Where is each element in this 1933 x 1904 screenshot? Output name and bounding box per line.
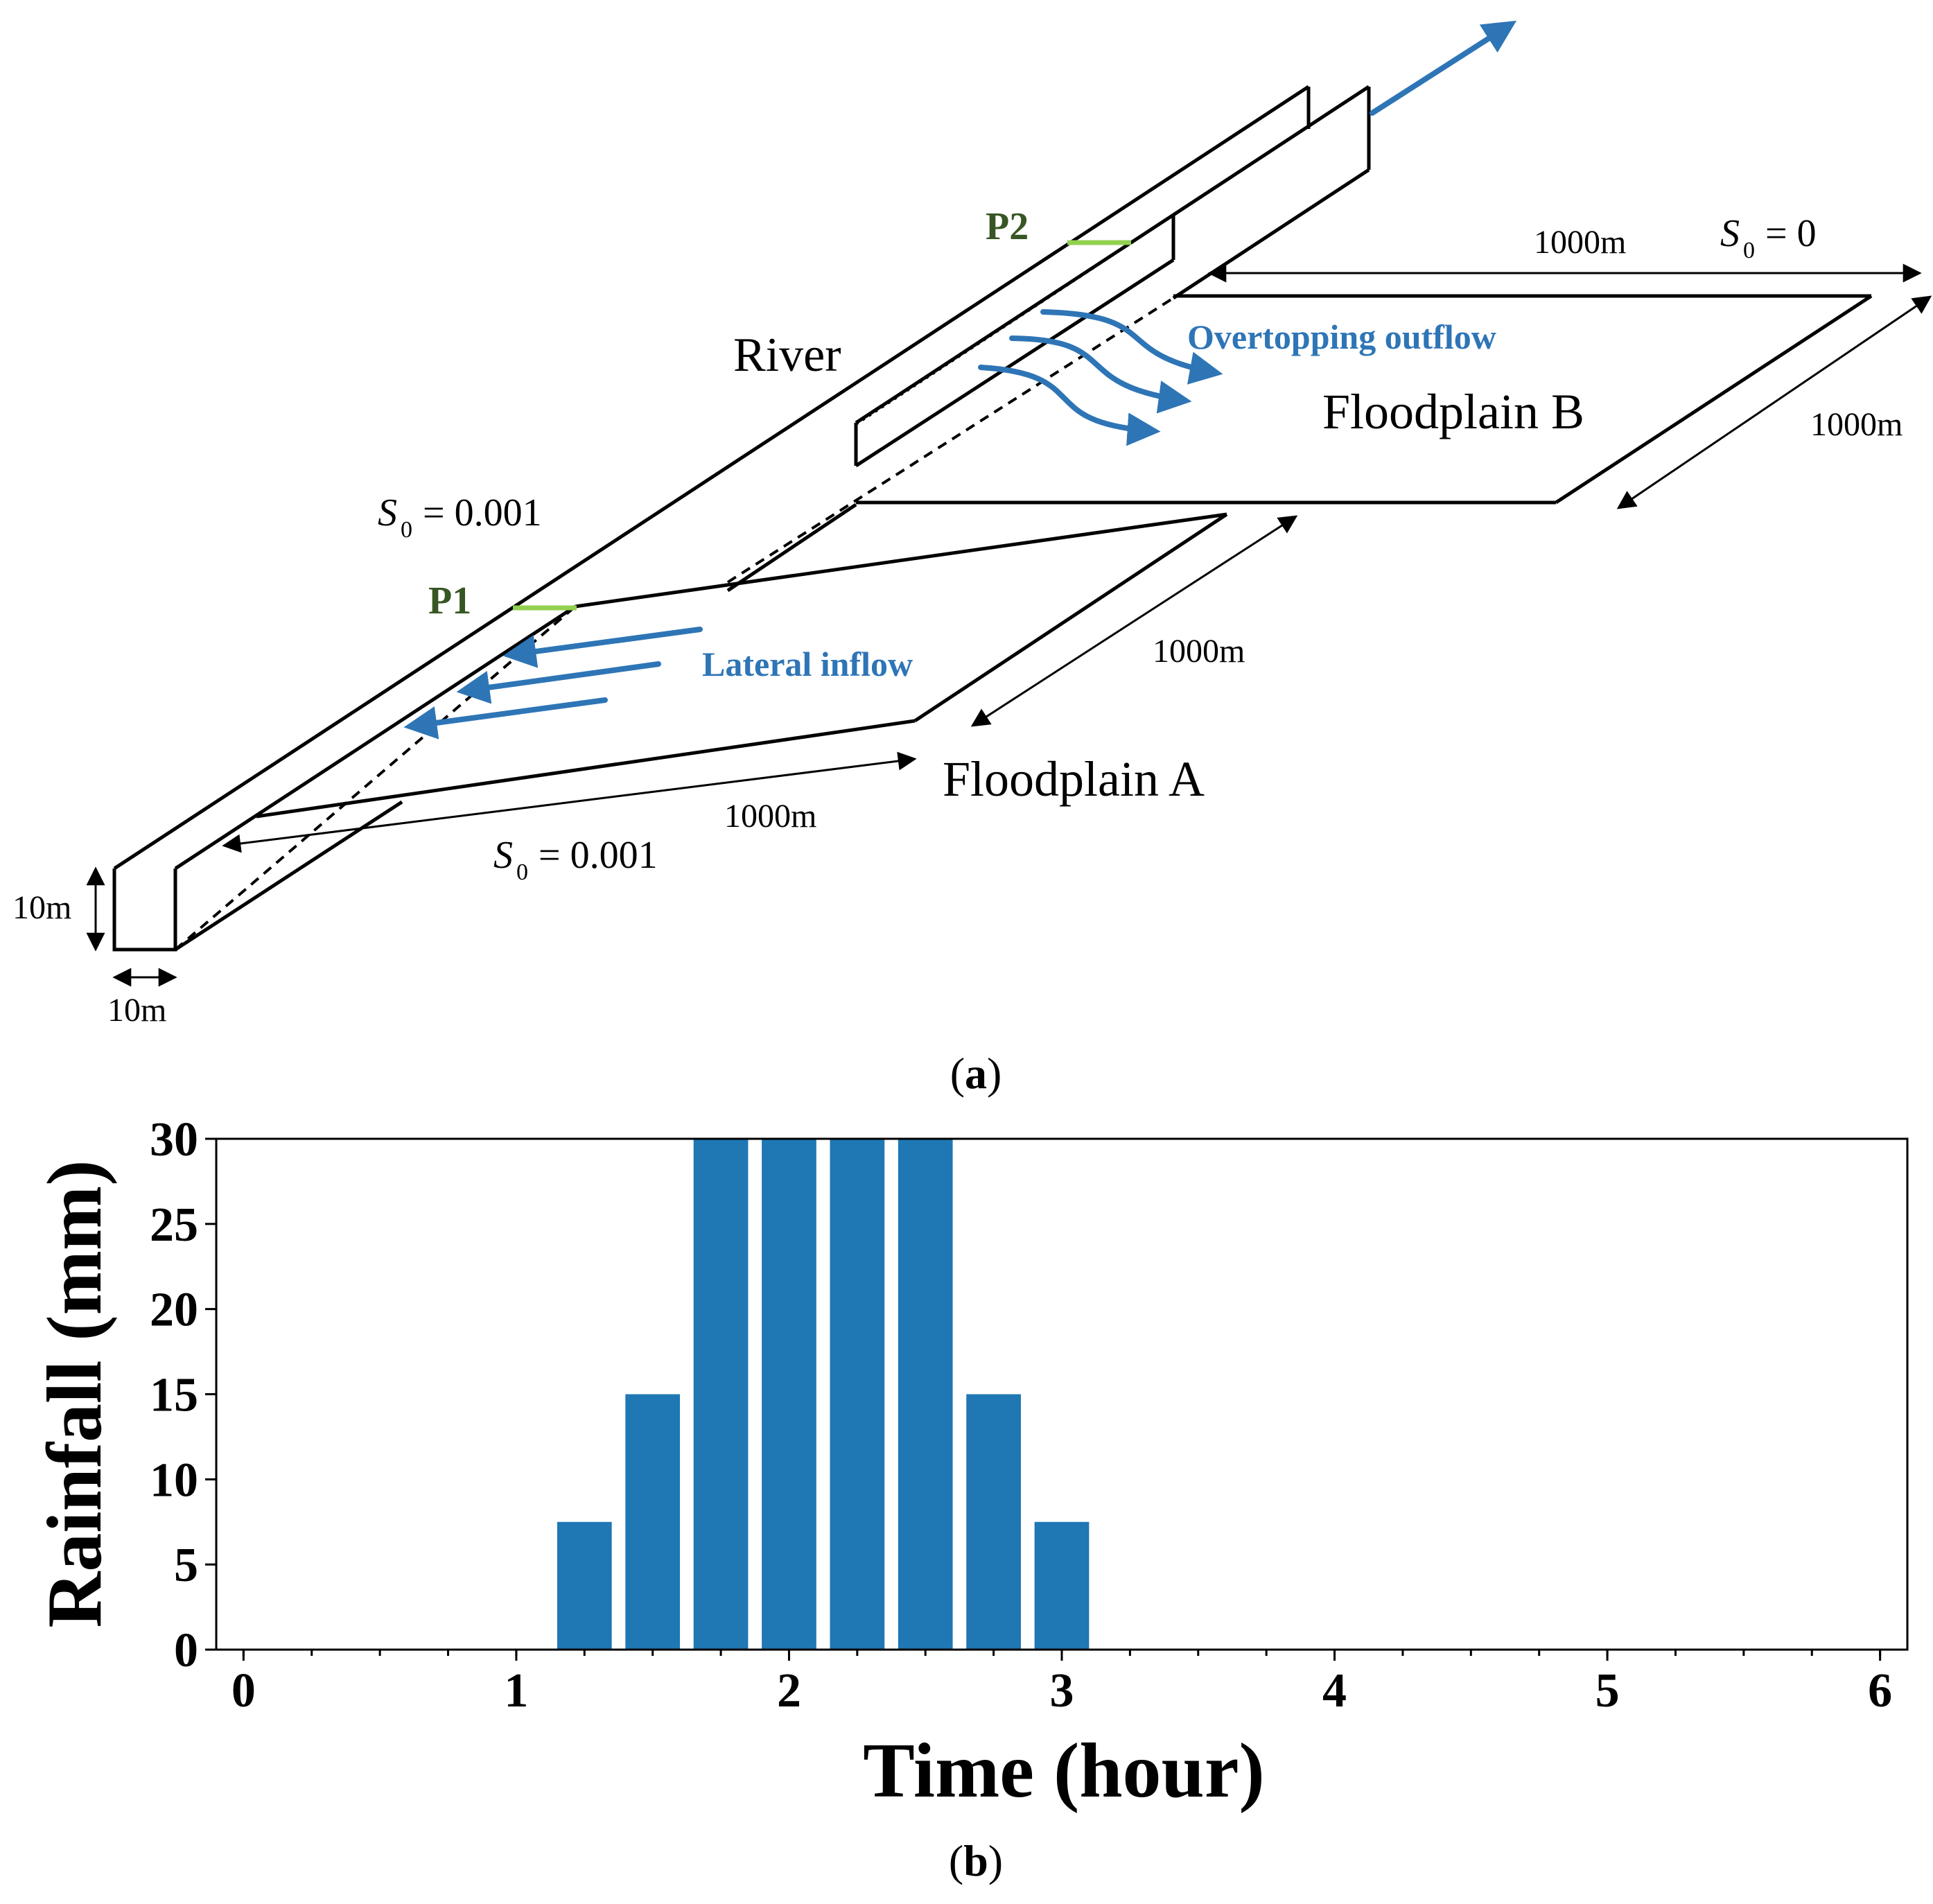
- slope-subscript: 0: [516, 859, 528, 885]
- schematic-diagram: River Floodplain B Floodplain A P1 P2 La…: [12, 20, 1932, 1098]
- dim-b-right-arrow: [1616, 295, 1932, 509]
- slope-label-floodplain-a: S 0 = 0.001: [493, 834, 658, 885]
- y-tick-label: 25: [150, 1198, 198, 1252]
- downstream-outflow-arrow: [1370, 20, 1517, 116]
- y-tick-label: 30: [150, 1113, 198, 1167]
- weir-crest-dotted: [855, 245, 1128, 426]
- bar: [762, 1139, 816, 1650]
- bar: [898, 1139, 953, 1650]
- bar: [830, 1139, 885, 1650]
- bar: [966, 1394, 1021, 1650]
- river-bed-right-upper: [1172, 168, 1370, 300]
- overtopping-arrow-3: [978, 365, 1161, 446]
- slope-value: = 0.001: [423, 491, 542, 534]
- overtopping-arrow-1: [1040, 309, 1223, 385]
- x-tick-label: 2: [777, 1664, 801, 1718]
- river-label: River: [733, 329, 841, 382]
- lateral-inflow-arrow-1: [502, 627, 703, 668]
- x-tick-label: 0: [231, 1664, 256, 1718]
- dim-b-top-label: 1000m: [1534, 224, 1626, 261]
- slope-value: = 0: [1765, 212, 1817, 255]
- y-tick-label: 15: [150, 1369, 198, 1422]
- slope-label-floodplain-b: S 0 = 0: [1720, 212, 1817, 263]
- caption-a: (a): [950, 1049, 1002, 1098]
- caption-b: (b): [949, 1836, 1003, 1885]
- floodplain-b-label: Floodplain B: [1322, 384, 1584, 439]
- y-tick-label: 5: [174, 1539, 198, 1592]
- river-cross-section: [112, 868, 177, 952]
- slope-subscript: 0: [1743, 238, 1755, 263]
- lateral-inflow-label: Lateral inflow: [702, 645, 913, 683]
- bar: [1034, 1521, 1090, 1650]
- y-axis-ticks: 0 5 10 15 20 25 30: [150, 1113, 216, 1677]
- slope-label-river: S 0 = 0.001: [378, 491, 542, 543]
- p2-label: P2: [986, 205, 1029, 248]
- chart-bars: [557, 1139, 1090, 1650]
- river-right-bank-lower: [174, 604, 577, 871]
- overtopping-outflow-label: Overtopping outflow: [1187, 317, 1496, 356]
- slope-subscript: 0: [401, 517, 412, 543]
- x-tick-label: 3: [1050, 1664, 1074, 1718]
- p1-label: P1: [428, 579, 471, 622]
- floodplain-a-label: Floodplain A: [943, 751, 1205, 807]
- rainfall-chart: 0 1 2 3 4 5 6 0 5 10 15 20 25 30 Time (hour) Rainfal…: [32, 1113, 1909, 1885]
- overtopping-arrow-2: [1009, 335, 1192, 414]
- y-tick-label: 20: [150, 1284, 198, 1337]
- x-axis-ticks: 0 1 2 3 4 5 6: [231, 1650, 1892, 1718]
- dim-a-bottom-label: 1000m: [724, 798, 816, 835]
- dim-height-label: 10m: [12, 889, 71, 926]
- slope-symbol: S: [378, 491, 397, 534]
- river-bed-right-b: [855, 258, 1175, 468]
- bar: [625, 1394, 681, 1650]
- dim-a-bottom-arrow: [222, 751, 917, 853]
- dimension-arrows: [86, 263, 1932, 987]
- y-tick-label: 0: [174, 1624, 198, 1677]
- x-tick-label: 6: [1868, 1664, 1892, 1718]
- lateral-inflow-arrow-3: [403, 697, 608, 740]
- x-tick-label: 5: [1595, 1664, 1620, 1718]
- river-right-bank-mid: [855, 213, 1175, 425]
- x-axis-label: Time (hour): [863, 1728, 1265, 1814]
- dim-width-label: 10m: [107, 992, 166, 1029]
- x-tick-label: 1: [504, 1664, 528, 1718]
- x-tick-label: 4: [1322, 1664, 1347, 1718]
- river-right-bank-upper: [1172, 85, 1370, 217]
- dim-a-right-label: 1000m: [1153, 633, 1245, 670]
- lateral-inflow-arrow-2: [456, 661, 661, 704]
- river-left-bank: [113, 85, 1310, 871]
- slope-symbol: S: [1720, 212, 1740, 255]
- dim-a-right-arrow: [970, 515, 1298, 727]
- dim-b-right-label: 1000m: [1810, 406, 1903, 443]
- flow-arrows: [403, 20, 1517, 740]
- bar: [557, 1521, 612, 1650]
- slope-value: = 0.001: [539, 834, 658, 877]
- river-bed-right-lower: [174, 800, 403, 952]
- bar: [693, 1139, 749, 1650]
- y-axis-label: Rainfall (mm): [32, 1160, 118, 1627]
- slope-symbol: S: [493, 834, 513, 877]
- floodplain-b-opening-dashed: [726, 297, 1175, 584]
- y-tick-label: 10: [150, 1453, 198, 1507]
